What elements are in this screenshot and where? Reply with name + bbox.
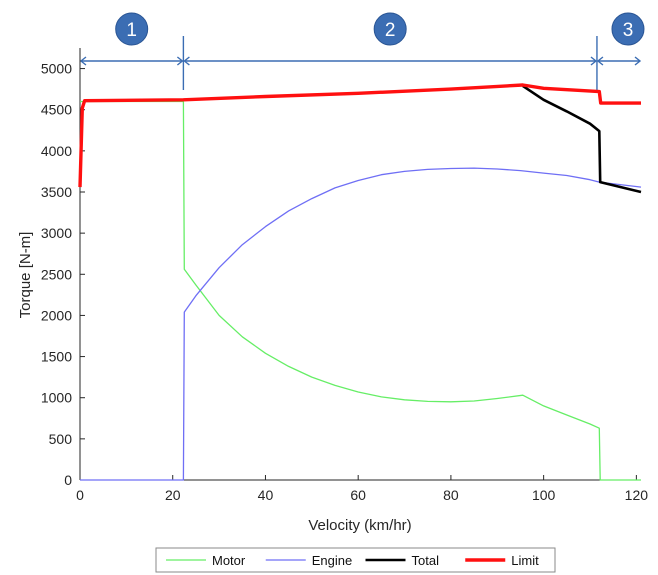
region-1-badge <box>115 12 149 46</box>
y-tick-label: 4000 <box>41 143 72 159</box>
motor-series-line <box>80 100 641 481</box>
x-tick-label: 0 <box>76 487 84 503</box>
region-2-badge <box>373 12 407 46</box>
x-tick-label: 60 <box>350 487 366 503</box>
total-series-line <box>522 84 642 194</box>
region-3-badge <box>611 12 645 46</box>
y-tick-label: 2500 <box>41 266 72 282</box>
x-tick-label: 20 <box>165 487 181 503</box>
limit-series-line <box>78 83 641 188</box>
total-legend-label: Total <box>412 553 440 568</box>
x-tick-label: 40 <box>258 487 274 503</box>
y-tick-label: 2000 <box>41 307 72 323</box>
x-tick-label: 80 <box>443 487 459 503</box>
y-tick-label: 1500 <box>41 349 72 365</box>
y-tick-label: 0 <box>64 472 72 488</box>
y-axis-label: Torque [N-m] <box>17 232 34 319</box>
region-3-label: 3 <box>623 20 634 41</box>
y-tick-label: 3000 <box>41 225 72 241</box>
motor-legend-label: Motor <box>212 553 246 568</box>
series-lines <box>78 83 642 481</box>
region-1-label: 1 <box>126 20 137 41</box>
engine-legend-label: Engine <box>312 553 352 568</box>
x-axis-label: Velocity (km/hr) <box>308 517 411 534</box>
y-tick-label: 500 <box>49 431 73 447</box>
y-tick-label: 5000 <box>41 61 72 77</box>
x-tick-label: 120 <box>625 487 649 503</box>
y-tick-label: 3500 <box>41 184 72 200</box>
legend: Motor Engine Total Limit <box>155 547 556 573</box>
engine-series-line <box>80 167 642 481</box>
x-tick-label: 100 <box>532 487 556 503</box>
y-tick-label: 1000 <box>41 390 72 406</box>
y-tick-label: 4500 <box>41 102 72 118</box>
region-2-label: 2 <box>385 20 396 41</box>
axes: 0 20 40 60 80 100 120 0 500 1000 1500 2000 2500 3000 3… <box>41 48 648 503</box>
region-annotations: 1 2 3 <box>79 12 645 90</box>
limit-legend-label: Limit <box>511 553 539 568</box>
